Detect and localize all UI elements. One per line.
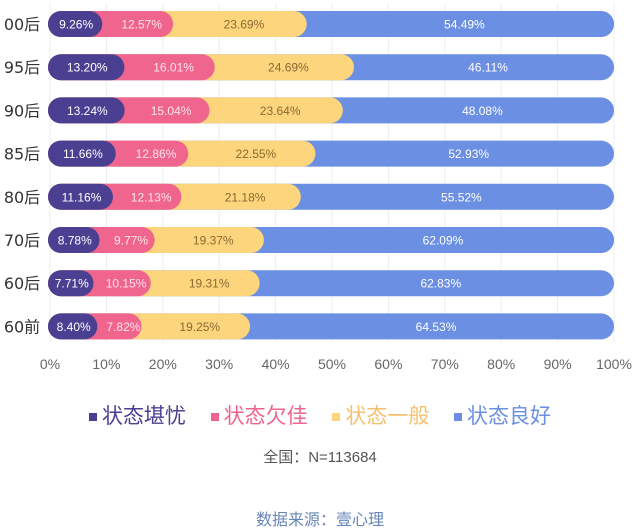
- legend-item-2: 状态一般: [332, 404, 429, 428]
- sample-size-note: 全国：N=113684: [263, 449, 377, 466]
- legend-swatch: [454, 413, 463, 421]
- data-label: 19.37%: [193, 234, 234, 248]
- bar-segment: [48, 11, 103, 37]
- legend-item-0: 状态堪忧: [88, 404, 186, 428]
- x-tick-label: 30%: [205, 356, 233, 372]
- data-label: 11.66%: [63, 147, 103, 161]
- data-label: 12.57%: [121, 18, 162, 32]
- x-tick-label: 50%: [318, 356, 346, 372]
- x-tick-label: 100%: [596, 356, 632, 372]
- legend-label: 状态良好: [467, 404, 552, 428]
- data-label: 13.20%: [67, 61, 108, 75]
- legend-label: 状态欠佳: [223, 404, 308, 428]
- data-label: 8.78%: [58, 234, 92, 248]
- x-tick-label: 40%: [262, 356, 290, 372]
- data-label: 19.25%: [179, 320, 220, 334]
- bar-segment: [48, 97, 125, 124]
- data-label: 23.64%: [260, 104, 301, 118]
- data-label: 11.16%: [62, 190, 102, 204]
- data-label: 9.77%: [114, 234, 148, 248]
- category-label: 90后: [4, 101, 40, 120]
- bar-segment: [48, 54, 125, 81]
- x-tick-label: 10%: [92, 356, 120, 372]
- legend-swatch: [210, 413, 219, 421]
- category-label: 60前: [4, 317, 40, 336]
- data-label: 46.11%: [468, 61, 508, 75]
- x-tick-label: 80%: [487, 356, 515, 372]
- data-label: 22.55%: [236, 147, 277, 161]
- data-label: 13.24%: [67, 104, 108, 118]
- legend-swatch: [88, 413, 97, 421]
- data-label: 12.86%: [136, 147, 177, 161]
- legend-item-1: 状态欠佳: [210, 404, 308, 428]
- x-tick-label: 20%: [149, 356, 177, 372]
- category-label: 00后: [4, 15, 40, 34]
- bar-segment: [48, 270, 94, 297]
- category-label: 70后: [4, 231, 40, 250]
- bar-segment: [48, 140, 116, 167]
- category-label: 85后: [4, 145, 40, 164]
- data-label: 23.69%: [224, 18, 265, 32]
- data-label: 15.04%: [151, 104, 192, 118]
- data-label: 10.15%: [106, 277, 147, 291]
- category-label: 60后: [4, 274, 40, 293]
- bar-segment: [48, 313, 98, 340]
- data-label: 52.93%: [448, 147, 489, 161]
- bar-segment: [48, 183, 113, 210]
- legend-item-3: 状态良好: [454, 404, 551, 428]
- data-label: 12.13%: [131, 190, 172, 204]
- data-source: 数据来源：壹心理: [255, 510, 384, 529]
- data-label: 55.52%: [441, 190, 482, 204]
- data-label: 54.49%: [444, 18, 485, 32]
- legend-swatch: [332, 413, 341, 421]
- data-label: 64.53%: [416, 320, 457, 334]
- legend-label: 状态堪忧: [101, 404, 186, 428]
- data-label: 24.69%: [268, 61, 309, 75]
- x-tick-label: 60%: [374, 356, 402, 372]
- x-tick-label: 90%: [544, 356, 572, 372]
- data-label: 62.09%: [423, 234, 464, 248]
- category-label: 80后: [4, 188, 40, 207]
- data-label: 19.31%: [189, 277, 230, 291]
- bar-segment: [48, 227, 100, 253]
- legend-label: 状态一般: [345, 404, 430, 428]
- stacked-bar-chart: 0% 10% 20% 30% 40% 50% 60% 70% 80% 90% 100% 00后 9.26…: [4, 4, 632, 372]
- x-tick-label: 70%: [431, 356, 459, 372]
- data-label: 62.83%: [420, 277, 461, 291]
- data-label: 7.71%: [55, 277, 89, 291]
- data-label: 8.40%: [57, 320, 91, 334]
- legend: 状态堪忧 状态欠佳 状态一般 状态良好: [0, 400, 640, 430]
- data-label: 21.18%: [225, 190, 266, 204]
- data-label: 7.82%: [106, 320, 140, 334]
- data-label: 48.08%: [462, 104, 503, 118]
- x-tick-label: 0%: [40, 356, 60, 372]
- data-label: 16.01%: [153, 61, 194, 75]
- category-label: 95后: [4, 58, 40, 77]
- data-label: 9.26%: [59, 18, 93, 32]
